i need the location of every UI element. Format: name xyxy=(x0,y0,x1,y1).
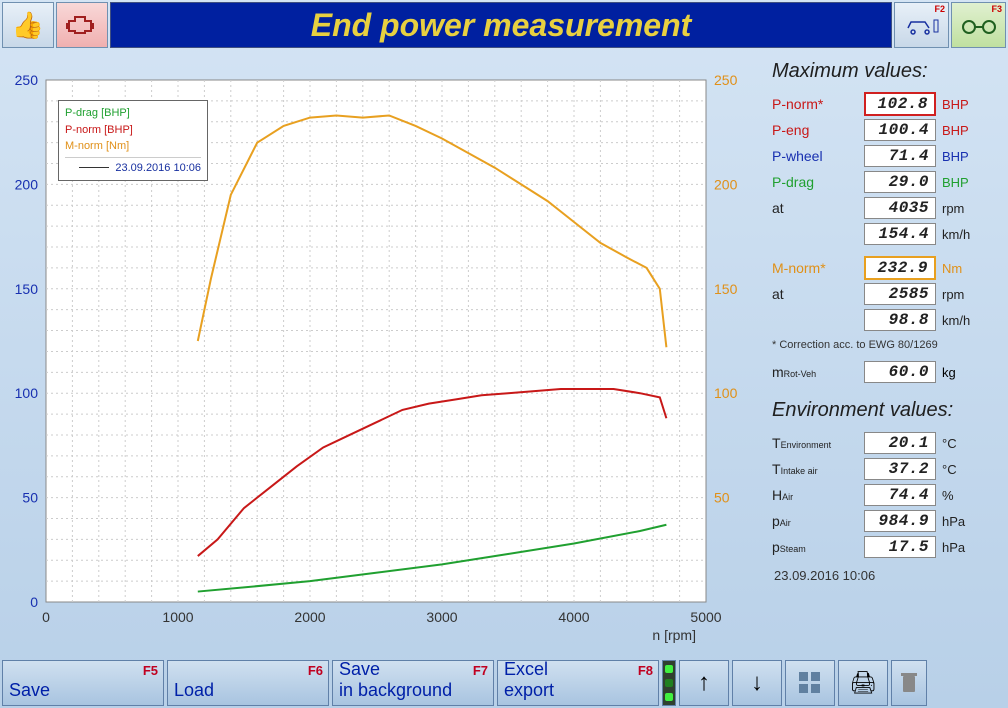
value-display: 100.4 xyxy=(864,119,936,141)
value-display: 154.4 xyxy=(864,223,936,245)
chart-legend: P-drag [BHP] P-norm [BHP] M-norm [Nm] 23… xyxy=(58,100,208,181)
svg-text:100: 100 xyxy=(15,385,39,401)
value-display: 74.4 xyxy=(864,484,936,506)
up-button[interactable]: ↑ xyxy=(679,660,729,706)
value-row: P-drag29.0BHP xyxy=(772,169,1000,195)
svg-text:250: 250 xyxy=(15,72,39,88)
top-toolbar: 👍 End power measurement F2 F3 xyxy=(0,0,1008,50)
value-row: P-wheel71.4BHP xyxy=(772,143,1000,169)
value-row: at2585rpm xyxy=(772,281,1000,307)
correction-footnote: * Correction acc. to EWG 80/1269 xyxy=(772,339,1000,351)
env-values-heading: Environment values: xyxy=(772,399,1000,422)
svg-text:50: 50 xyxy=(714,490,730,506)
value-row: P-norm*102.8BHP xyxy=(772,91,1000,117)
trash-icon xyxy=(900,670,918,696)
value-display: 37.2 xyxy=(864,458,936,480)
svg-text:0: 0 xyxy=(30,594,38,610)
value-row: TIntake air37.2°C xyxy=(772,456,1000,482)
down-button[interactable]: ↓ xyxy=(732,660,782,706)
page-title: End power measurement xyxy=(110,2,892,48)
save-in-background-button[interactable]: Savein backgroundF7 xyxy=(332,660,494,706)
timestamp: 23.09.2016 10:06 xyxy=(772,568,1000,583)
delete-button[interactable] xyxy=(891,660,927,706)
value-row: TEnvironment20.1°C xyxy=(772,430,1000,456)
fkey-label: F2 xyxy=(934,4,945,14)
grid-icon xyxy=(797,670,823,696)
svg-text:200: 200 xyxy=(714,176,738,192)
value-row: pSteam17.5hPa xyxy=(772,534,1000,560)
fkey-label: F3 xyxy=(991,4,1002,14)
value-row: pAir984.9hPa xyxy=(772,508,1000,534)
value-display: 20.1 xyxy=(864,432,936,454)
legend-timestamp: 23.09.2016 10:06 xyxy=(65,157,201,177)
value-display: 29.0 xyxy=(864,171,936,193)
value-row: P-eng100.4BHP xyxy=(772,117,1000,143)
svg-text:1000: 1000 xyxy=(162,609,193,625)
bottom-toolbar: SaveF5LoadF6Savein backgroundF7Excelexpo… xyxy=(0,658,1008,708)
value-display: 71.4 xyxy=(864,145,936,167)
legend-item: P-norm [BHP] xyxy=(65,122,201,139)
chart-area: 0 1000 2000 3000 4000 5000 n [rpm] 0 50 100 150 200… xyxy=(0,50,768,658)
value-display: 17.5 xyxy=(864,536,936,558)
car-dyno-icon xyxy=(903,14,941,36)
svg-text:4000: 4000 xyxy=(558,609,589,625)
axle-button[interactable]: F3 xyxy=(951,2,1006,48)
legend-item: M-norm [Nm] xyxy=(65,138,201,155)
axle-icon xyxy=(960,15,998,35)
legend-item: P-drag [BHP] xyxy=(65,105,201,122)
value-row: at4035rpm xyxy=(772,195,1000,221)
svg-text:150: 150 xyxy=(15,281,39,297)
value-display: 984.9 xyxy=(864,510,936,532)
svg-text:2000: 2000 xyxy=(294,609,325,625)
side-panel: Maximum values: P-norm*102.8BHPP-eng100.… xyxy=(768,50,1008,658)
print-button[interactable]: 🖨 xyxy=(838,660,888,706)
value-row: M-norm*232.9Nm xyxy=(772,255,1000,281)
excel-export-button[interactable]: ExcelexportF8 xyxy=(497,660,659,706)
svg-text:200: 200 xyxy=(15,176,39,192)
vehicle-button[interactable]: F2 xyxy=(894,2,949,48)
engine-button[interactable] xyxy=(56,2,108,48)
mass-row: mRot-Veh 60.0 kg xyxy=(772,359,1000,385)
grid-button[interactable] xyxy=(785,660,835,706)
value-row: HAir74.4% xyxy=(772,482,1000,508)
save-button[interactable]: SaveF5 xyxy=(2,660,164,706)
value-display: 232.9 xyxy=(864,256,936,280)
value-row: 154.4km/h xyxy=(772,221,1000,247)
svg-text:5000: 5000 xyxy=(690,609,721,625)
svg-text:50: 50 xyxy=(22,490,38,506)
svg-text:100: 100 xyxy=(714,385,738,401)
load-button[interactable]: LoadF6 xyxy=(167,660,329,706)
value-display: 102.8 xyxy=(864,92,936,116)
value-display: 2585 xyxy=(864,283,936,305)
printer-icon: 🖨 xyxy=(849,670,877,696)
value-display: 4035 xyxy=(864,197,936,219)
arrow-up-icon: ↑ xyxy=(698,669,710,697)
led-indicator xyxy=(662,660,676,706)
svg-text:n [rpm]: n [rpm] xyxy=(652,627,696,643)
ok-button[interactable]: 👍 xyxy=(2,2,54,48)
arrow-down-icon: ↓ xyxy=(751,669,763,697)
svg-text:3000: 3000 xyxy=(426,609,457,625)
thumbs-up-icon: 👍 xyxy=(12,10,44,41)
svg-text:0: 0 xyxy=(42,609,50,625)
max-values-heading: Maximum values: xyxy=(772,60,1000,83)
mass-value: 60.0 xyxy=(864,361,936,383)
engine-icon xyxy=(65,13,99,37)
main-area: 0 1000 2000 3000 4000 5000 n [rpm] 0 50 100 150 200… xyxy=(0,50,1008,658)
value-row: 98.8km/h xyxy=(772,307,1000,333)
svg-text:250: 250 xyxy=(714,72,738,88)
svg-text:150: 150 xyxy=(714,281,738,297)
value-display: 98.8 xyxy=(864,309,936,331)
